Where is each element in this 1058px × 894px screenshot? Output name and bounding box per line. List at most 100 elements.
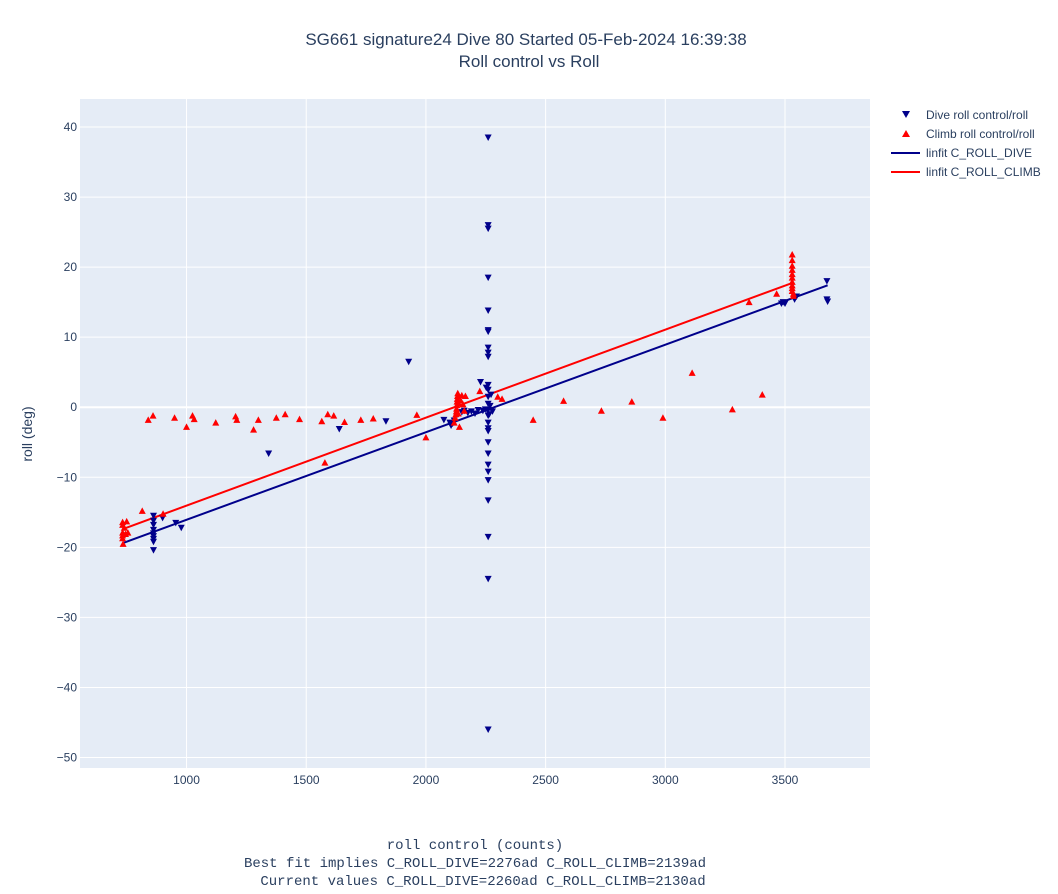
dive-data-point [484,307,492,315]
dive-data-point [149,526,157,534]
climb-data-point [788,274,796,281]
climb-data-point [788,262,796,269]
dive-data-point [484,575,492,583]
climb-data-point [144,416,152,423]
climb-data-point [120,524,128,531]
x-axis-note-best-fit: Best fit implies C_ROLL_DIVE=2276ad C_RO… [244,856,706,872]
y-tick-label: 20 [64,260,78,274]
dive-data-point [484,497,492,504]
climb-data-point [461,392,469,400]
legend-item-climb-markers[interactable]: Climb roll control/roll [902,127,1035,141]
climb-data-point [688,369,696,376]
climb-data-point [529,416,537,423]
climb-data-point [745,298,753,306]
climb-data-point [628,398,636,405]
climb-data-point [119,540,127,547]
x-tick-label: 3500 [772,773,799,787]
climb-data-point [321,459,329,466]
dive-data-point [177,524,185,532]
climb-data-point [119,534,127,542]
dive-data-point [484,222,492,229]
legend-dive-marker-icon [902,111,910,118]
dive-data-point [467,408,475,415]
y-tick-label: −50 [57,750,78,764]
x-tick-label: 3000 [652,773,679,787]
climb-data-point [324,410,332,418]
dive-data-point [484,477,492,484]
climb-data-point [758,391,766,398]
climb-data-point [560,397,568,404]
climb-data-point [454,410,462,417]
climb-data-point [413,411,421,418]
dive-data-point [487,391,495,399]
x-tick-label: 1000 [173,773,200,787]
climb-data-point [788,266,796,273]
legend-item-climb-fit[interactable]: linfit C_ROLL_CLIMB [891,165,1041,179]
x-axis-label: roll control (counts) [387,838,563,854]
y-tick-label: −40 [57,680,78,694]
y-tick-label: 30 [64,190,78,204]
climb-data-point [453,405,461,412]
grid-lines [80,99,870,768]
y-tick-label: 0 [70,400,77,414]
chart-title: SG661 signature24 Dive 80 Started 05-Feb… [305,30,746,49]
y-axis-label: roll (deg) [19,406,35,461]
climb-data-point [455,400,463,407]
climb-data-point [296,415,304,423]
climb-data-point [454,389,462,397]
climb-data-point [459,400,467,408]
dive-data-point [781,300,789,308]
dive-data-point [485,411,493,418]
x-tick-label: 2000 [413,773,440,787]
climb-data-point [138,507,146,514]
climb-data-point [233,416,241,423]
climb-data-point [212,419,220,426]
dive-data-point [149,512,157,520]
plot-area [80,99,870,768]
legend-label-climb-markers: Climb roll control/roll [926,127,1035,141]
climb-data-point [183,423,191,430]
series-layer [119,134,832,733]
dive-data-point [405,358,413,366]
y-tick-label: −30 [57,610,78,624]
legend-label-dive-markers: Dive roll control/roll [926,108,1028,122]
dive-data-point [149,547,157,554]
y-tick-label: −10 [57,470,78,484]
dive-data-point [440,416,448,424]
climb-data-point [788,270,796,278]
legend-label-dive-fit: linfit C_ROLL_DIVE [926,146,1032,160]
dive-data-point [149,538,157,546]
dive-data-point [484,274,492,282]
dive-data-point [484,450,492,457]
legend-item-dive-markers[interactable]: Dive roll control/roll [902,108,1028,122]
climb-data-point [460,407,468,414]
dive-data-point [474,407,482,414]
dive-data-point [484,381,492,389]
climb-data-point [422,433,430,441]
dive-data-point [484,328,492,336]
climb-data-point [455,423,463,430]
climb-data-point [494,393,502,400]
dive-data-point [484,726,492,733]
climb-data-point [124,529,132,536]
climb-data-point [659,414,667,421]
dive-data-point [172,519,180,527]
climb-data-point [123,517,131,525]
dive-data-point [484,349,492,357]
legend: Dive roll control/roll Climb roll contro… [891,108,1041,179]
climb-data-point [171,414,179,421]
dive-data-point [484,225,492,233]
dive-data-point [484,386,492,394]
climb-data-point [789,292,797,299]
dive-data-point [484,353,492,361]
climb-data-point [272,414,280,421]
dive-data-point [484,461,492,469]
x-tick-label: 2500 [532,773,559,787]
legend-item-dive-fit[interactable]: linfit C_ROLL_DIVE [891,146,1032,160]
x-tick-label: 1500 [293,773,320,787]
dive-data-point [484,134,492,142]
climb-data-point [788,256,796,264]
dive-data-point [471,410,479,418]
dive-data-point [265,450,273,457]
climb-data-point [457,396,465,404]
